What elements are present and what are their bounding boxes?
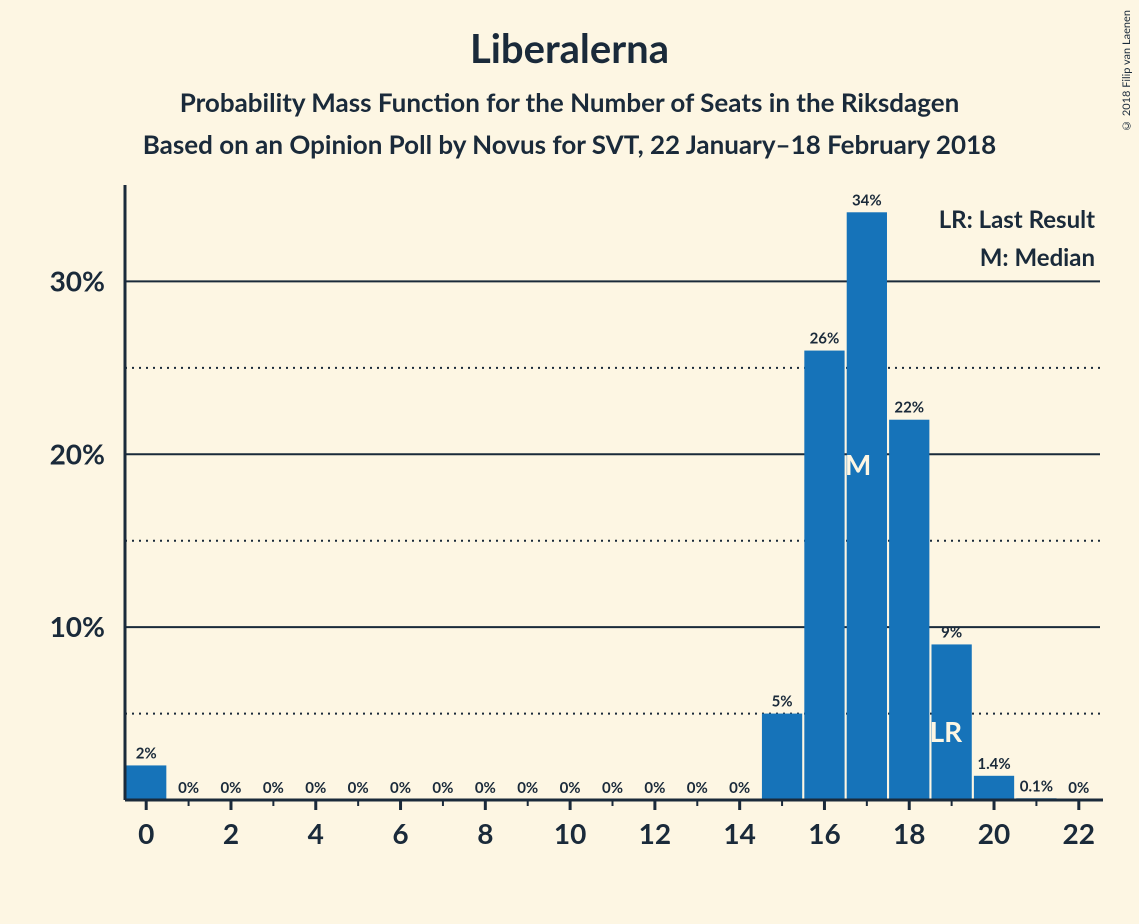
bar <box>762 714 802 800</box>
bar-value-label: 0% <box>729 779 750 797</box>
copyright-text: © 2018 Filip van Laenen <box>1120 10 1133 132</box>
bar-value-label: 0% <box>348 779 369 797</box>
bar-value-label: 0% <box>178 779 199 797</box>
x-tick-label: 20 <box>978 816 1010 850</box>
legend-lr: LR: Last Result <box>939 201 1095 239</box>
bar-value-label: 0% <box>475 779 496 797</box>
main-title: Liberalerna <box>0 24 1139 72</box>
x-tick-label: 16 <box>808 816 840 850</box>
bar-value-label: 0.1% <box>1020 777 1053 795</box>
x-tick-label: 0 <box>138 816 154 850</box>
subtitle-1: Probability Mass Function for the Number… <box>0 86 1139 118</box>
bar-value-label: 0% <box>390 779 411 797</box>
bar-value-label: 0% <box>644 779 665 797</box>
bar <box>889 420 929 800</box>
bar <box>974 776 1014 800</box>
x-tick-label: 10 <box>554 816 586 850</box>
legend-m: M: Median <box>939 239 1095 277</box>
bar-value-label: 0% <box>305 779 326 797</box>
bar-value-label: 0% <box>687 779 708 797</box>
bar <box>931 644 971 800</box>
bar <box>847 212 887 800</box>
x-tick-label: 4 <box>308 816 324 850</box>
legend: LR: Last Result M: Median <box>939 201 1095 278</box>
x-tick-label: 14 <box>723 816 755 850</box>
bar <box>804 351 844 800</box>
bar-value-label: 26% <box>810 330 840 348</box>
chart-svg: 10%20%30%2%0%0%0%0%0%0%0%0%0%0%0%0%0%0%5… <box>115 195 1105 895</box>
x-tick-label: 6 <box>392 816 408 850</box>
bar-value-label: 0% <box>560 779 581 797</box>
bar-value-label: 34% <box>852 191 882 209</box>
bar-value-label: 0% <box>602 779 623 797</box>
y-tick-label: 10% <box>50 609 105 643</box>
bar-value-label: 0% <box>517 779 538 797</box>
bar-value-label: 2% <box>136 744 157 762</box>
x-tick-label: 18 <box>893 816 925 850</box>
x-tick-label: 2 <box>223 816 239 850</box>
bar-value-label: 0% <box>1068 779 1089 797</box>
bar-value-label: 9% <box>941 623 962 641</box>
bar-value-label: 5% <box>772 693 793 711</box>
bar-value-label: 22% <box>894 399 924 417</box>
bar-value-label: 0% <box>220 779 241 797</box>
x-tick-label: 12 <box>639 816 671 850</box>
bar-value-label: 0% <box>432 779 453 797</box>
chart-area: 10%20%30%2%0%0%0%0%0%0%0%0%0%0%0%0%0%0%5… <box>115 195 1105 835</box>
bar-value-label: 0% <box>263 779 284 797</box>
subtitle-2: Based on an Opinion Poll by Novus for SV… <box>0 128 1139 160</box>
x-tick-label: 8 <box>477 816 493 850</box>
x-tick-label: 22 <box>1063 816 1095 850</box>
y-tick-label: 30% <box>50 263 105 297</box>
y-tick-label: 20% <box>50 436 105 470</box>
title-block: Liberalerna Probability Mass Function fo… <box>0 0 1139 160</box>
bar <box>126 765 166 800</box>
bar-value-label: 1.4% <box>977 755 1010 773</box>
